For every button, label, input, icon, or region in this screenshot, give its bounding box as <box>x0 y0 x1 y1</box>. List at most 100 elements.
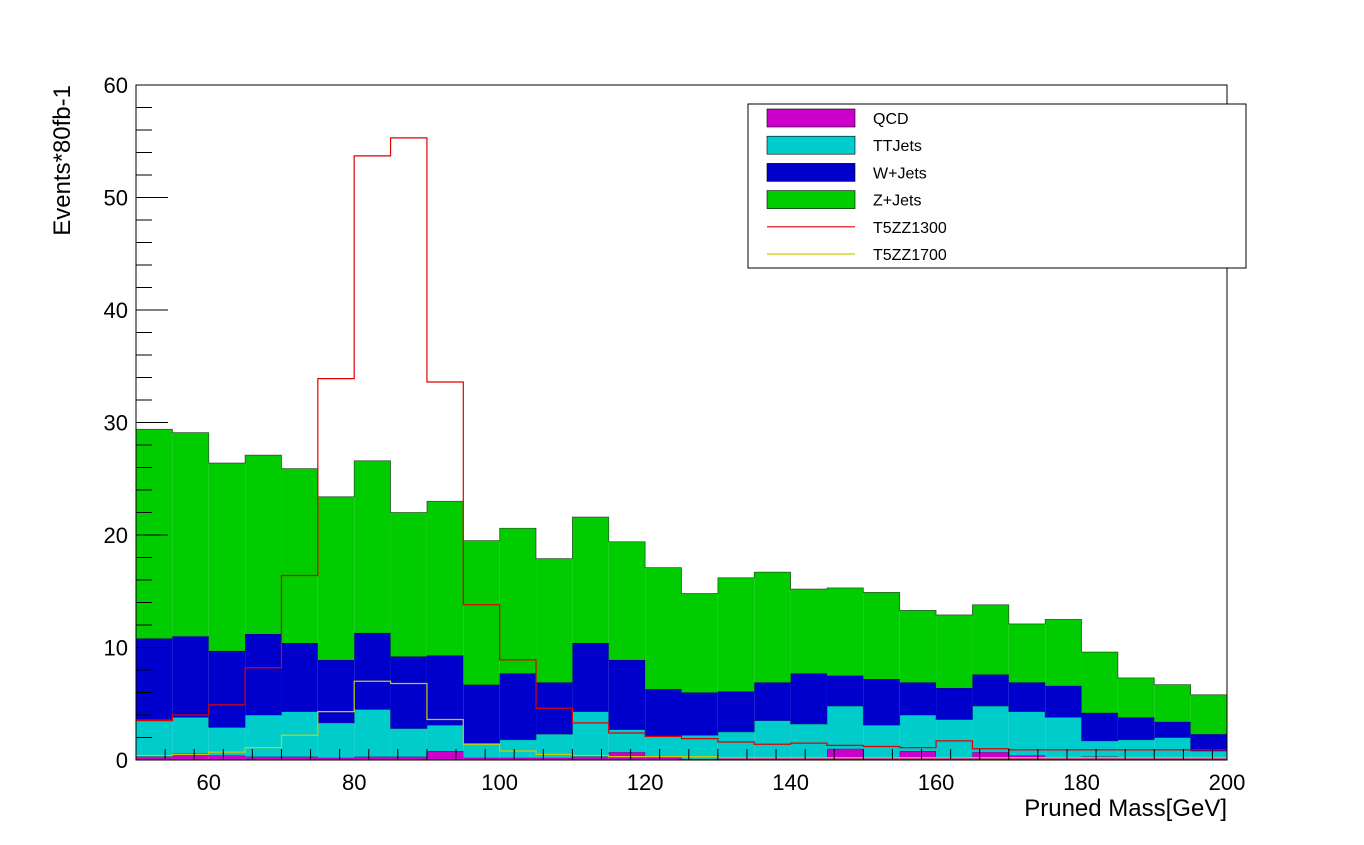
bar-w-jets-bin-18 <box>790 673 827 724</box>
bar-ttjets-bin-10 <box>499 739 537 758</box>
x-tick-label: 180 <box>1063 770 1100 795</box>
legend-label: QCD <box>873 111 909 128</box>
bar-z-jets-bin-28 <box>1154 684 1191 722</box>
bar-w-jets-bin-27 <box>1117 717 1155 740</box>
bar-ttjets-bin-14 <box>645 736 682 757</box>
legend-swatch-qcd <box>766 108 856 128</box>
bar-ttjets-bin-1 <box>172 717 209 754</box>
bar-w-jets-bin-24 <box>1008 682 1046 712</box>
bar-w-jets-bin-9 <box>463 684 500 744</box>
bar-w-jets-bin-25 <box>1045 685 1082 718</box>
y-tick-label: 60 <box>104 73 128 98</box>
bar-w-jets-bin-1 <box>172 636 209 718</box>
legend-label: W+Jets <box>873 165 927 182</box>
bar-z-jets-bin-25 <box>1045 619 1082 686</box>
bar-qcd-bin-6 <box>354 756 391 760</box>
bar-ttjets-bin-8 <box>426 725 464 751</box>
bar-w-jets-bin-29 <box>1190 734 1227 751</box>
x-tick-label: 200 <box>1209 770 1246 795</box>
stacked-bars-layer <box>135 428 1227 760</box>
bar-qcd-bin-9 <box>463 757 500 760</box>
bar-ttjets-bin-5 <box>317 722 355 758</box>
bar-qcd-bin-15 <box>681 758 718 760</box>
bar-w-jets-bin-17 <box>754 682 791 721</box>
bar-z-jets-bin-29 <box>1190 694 1227 735</box>
x-tick-label: 80 <box>342 770 366 795</box>
bar-ttjets-bin-9 <box>463 743 500 758</box>
bar-ttjets-bin-22 <box>936 719 973 758</box>
bar-z-jets-bin-27 <box>1117 677 1155 718</box>
bar-qcd-bin-7 <box>390 756 427 760</box>
bar-ttjets-bin-18 <box>790 724 827 758</box>
bar-qcd-bin-12 <box>572 756 609 760</box>
bar-ttjets-bin-15 <box>681 735 718 759</box>
x-axis-title: Pruned Mass[GeV] <box>1024 795 1227 822</box>
bar-qcd-bin-23 <box>972 752 1009 760</box>
bar-z-jets-bin-3 <box>245 455 282 634</box>
bar-w-jets-bin-23 <box>972 674 1009 706</box>
bar-w-jets-bin-2 <box>208 650 246 728</box>
bar-w-jets-bin-21 <box>899 682 937 715</box>
bar-z-jets-bin-18 <box>790 589 827 674</box>
bar-z-jets-bin-4 <box>281 468 318 643</box>
bar-ttjets-bin-2 <box>208 727 246 756</box>
bar-ttjets-bin-12 <box>572 711 609 757</box>
y-tick-label: 20 <box>104 523 128 548</box>
axis-ticks <box>135 84 1213 761</box>
legend-swatch-w-jets <box>766 163 856 182</box>
bar-z-jets-bin-12 <box>572 517 609 643</box>
bar-z-jets-bin-17 <box>754 572 791 683</box>
bar-z-jets-bin-22 <box>936 614 973 688</box>
bar-z-jets-bin-0 <box>136 429 173 639</box>
bar-z-jets-bin-6 <box>354 460 391 633</box>
signal-lines-layer <box>136 137 1227 759</box>
bar-ttjets-bin-0 <box>136 719 173 757</box>
legend: QCD TTJets W+Jets Z+Jets T5ZZ1300 T5ZZ1700 <box>747 103 1247 269</box>
bar-qcd-bin-3 <box>245 756 282 760</box>
bar-z-jets-bin-14 <box>645 567 682 690</box>
bar-w-jets-bin-6 <box>354 632 391 710</box>
bar-w-jets-bin-28 <box>1154 721 1191 738</box>
bar-qcd-bin-27 <box>1117 757 1155 760</box>
bar-qcd-bin-2 <box>208 755 246 760</box>
bar-qcd-bin-29 <box>1190 757 1227 760</box>
legend-box <box>747 103 1247 269</box>
bar-z-jets-bin-8 <box>426 501 464 656</box>
bar-qcd-bin-5 <box>317 757 355 760</box>
bar-ttjets-bin-19 <box>826 706 864 749</box>
bar-z-jets-bin-26 <box>1081 652 1118 713</box>
tick-labels: 60 80 100 120 140 160 180 200 0 10 20 30 40 50 60 <box>104 73 1246 795</box>
x-tick-label: 140 <box>772 770 809 795</box>
bar-w-jets-bin-13 <box>608 659 646 730</box>
x-tick-label: 60 <box>196 770 220 795</box>
bar-qcd-bin-21 <box>899 751 937 760</box>
legend-swatch-ttjets <box>766 135 856 155</box>
bar-z-jets-bin-11 <box>536 558 573 683</box>
bar-qcd-bin-17 <box>754 757 791 760</box>
bar-qcd-bin-14 <box>645 756 682 760</box>
bar-qcd-bin-1 <box>172 753 209 760</box>
bar-z-jets-bin-23 <box>972 604 1009 675</box>
bar-z-jets-bin-13 <box>608 541 646 660</box>
bar-qcd-bin-25 <box>1045 757 1082 760</box>
line-t5zz1700 <box>136 680 1227 759</box>
bar-w-jets-bin-4 <box>281 643 318 712</box>
bar-qcd-bin-10 <box>499 757 537 760</box>
y-tick-label: 30 <box>104 411 128 436</box>
y-tick-label: 50 <box>104 186 128 211</box>
bar-ttjets-bin-21 <box>899 715 937 751</box>
bar-qcd-bin-18 <box>790 757 827 760</box>
bar-ttjets-bin-13 <box>608 729 646 753</box>
bar-w-jets-bin-8 <box>426 655 464 726</box>
bar-qcd-bin-8 <box>426 751 464 760</box>
bar-ttjets-bin-17 <box>754 720 791 758</box>
bar-ttjets-bin-26 <box>1081 740 1118 757</box>
bar-w-jets-bin-7 <box>390 656 427 729</box>
bar-ttjets-bin-28 <box>1154 737 1191 758</box>
bar-ttjets-bin-20 <box>863 725 900 758</box>
bar-qcd-bin-28 <box>1154 757 1191 760</box>
bar-z-jets-bin-9 <box>463 540 500 685</box>
bar-z-jets-bin-10 <box>499 528 537 674</box>
bar-w-jets-bin-15 <box>681 692 718 736</box>
